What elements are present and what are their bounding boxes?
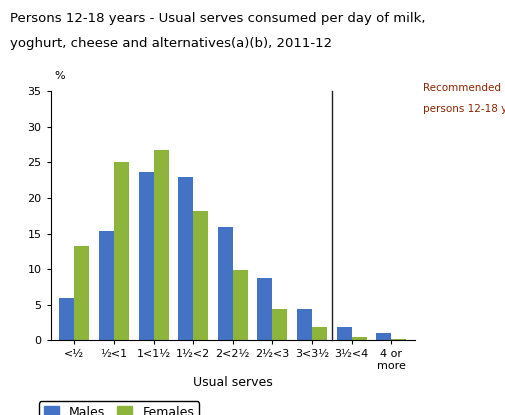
Bar bbox=[272, 309, 287, 340]
Bar bbox=[59, 298, 74, 340]
Bar bbox=[114, 162, 129, 340]
Legend: Males, Females: Males, Females bbox=[38, 401, 199, 415]
Bar bbox=[375, 333, 390, 340]
Text: persons 12-18 years: persons 12-18 years bbox=[422, 104, 505, 114]
Bar bbox=[232, 270, 247, 340]
Bar bbox=[217, 227, 232, 340]
Bar bbox=[257, 278, 272, 340]
Bar bbox=[153, 150, 168, 340]
Bar bbox=[336, 327, 351, 340]
Bar bbox=[178, 177, 193, 340]
X-axis label: Usual serves: Usual serves bbox=[192, 376, 272, 390]
Bar bbox=[312, 327, 326, 340]
Bar bbox=[390, 339, 406, 340]
Bar bbox=[138, 172, 153, 340]
Text: Recommended intake: Recommended intake bbox=[422, 83, 505, 93]
Text: Persons 12-18 years - Usual serves consumed per day of milk,: Persons 12-18 years - Usual serves consu… bbox=[10, 12, 425, 25]
Bar bbox=[296, 309, 312, 340]
Text: %: % bbox=[55, 71, 65, 81]
Text: yoghurt, cheese and alternatives(a)(b), 2011-12: yoghurt, cheese and alternatives(a)(b), … bbox=[10, 37, 332, 50]
Bar bbox=[193, 211, 208, 340]
Bar bbox=[351, 337, 366, 340]
Bar bbox=[98, 232, 114, 340]
Bar bbox=[74, 246, 89, 340]
